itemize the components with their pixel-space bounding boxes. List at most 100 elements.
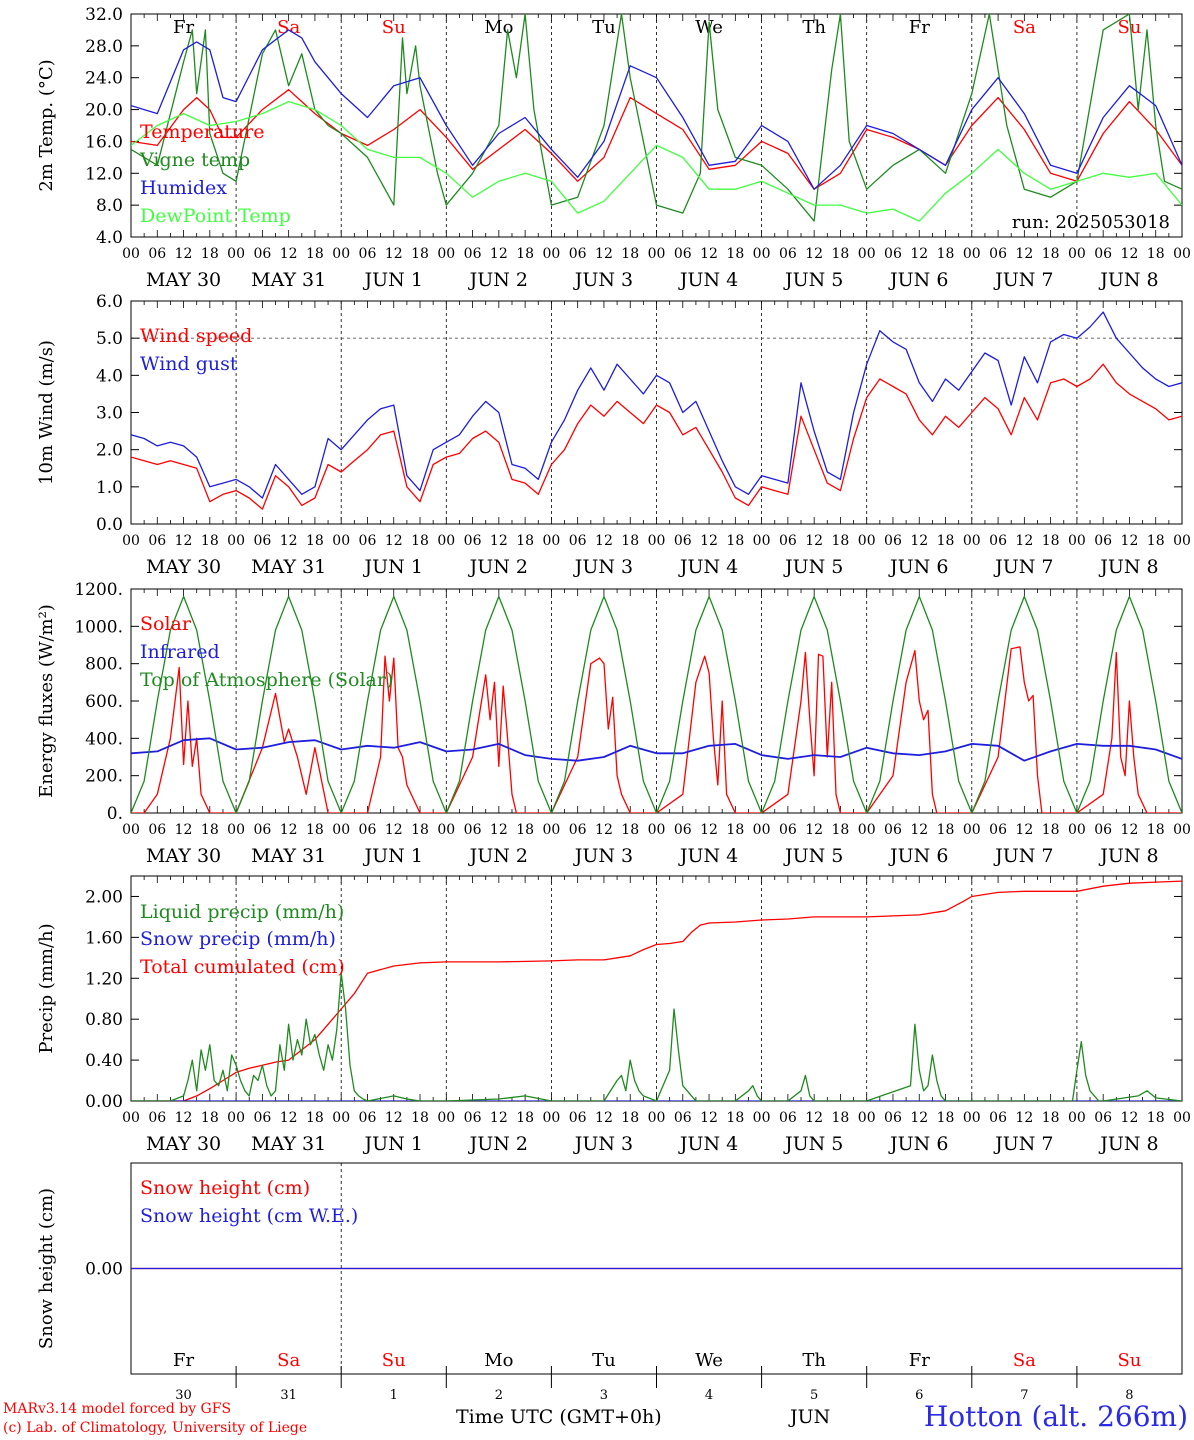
x-date-label: JUN 2: [468, 1133, 528, 1155]
x-hour-label: 18: [201, 246, 219, 262]
x-hour-label: 12: [280, 1110, 298, 1126]
x-hour-label: 06: [569, 246, 587, 262]
y-tick-label: 0.0: [96, 515, 123, 535]
x-hour-label: 18: [1042, 533, 1060, 549]
x-hour-label: 00: [648, 822, 666, 838]
y-tick-label: 0.: [107, 804, 123, 824]
x-hour-label: 06: [253, 1110, 271, 1126]
y-tick-label: 6.0: [96, 292, 123, 312]
x-hour-label: 12: [490, 533, 508, 549]
x-hour-label: 00: [1068, 533, 1086, 549]
x-hour-label: 06: [253, 822, 271, 838]
bottom-day-number: 3: [600, 1388, 608, 1403]
y-tick-label: 4.0: [96, 228, 123, 248]
series-group: [131, 595, 1182, 813]
y-tick-label: 0.00: [85, 1260, 123, 1280]
x-hour-label: 00: [753, 533, 771, 549]
x-date-label: JUN 5: [783, 845, 843, 867]
x-hour-label: 18: [1147, 1110, 1165, 1126]
y-tick-label: 400.: [85, 729, 123, 749]
y-tick-label: 3.0: [96, 404, 123, 424]
bottom-weekday-label: Su: [1117, 1350, 1141, 1371]
x-date-label: JUN 7: [993, 845, 1053, 867]
x-date-label: JUN 5: [783, 269, 843, 291]
x-hour-label: 06: [1094, 246, 1112, 262]
weekday-label: Su: [1117, 17, 1141, 38]
x-hour-label: 06: [674, 533, 692, 549]
x-hour-label: 12: [595, 533, 613, 549]
x-hour-label: 12: [910, 246, 928, 262]
legend-entry: Vigne temp: [139, 149, 250, 171]
x-hour-label: 06: [569, 1110, 587, 1126]
x-hour-label: 18: [621, 533, 639, 549]
x-hour-label: 18: [1042, 246, 1060, 262]
x-hour-label: 18: [411, 533, 429, 549]
x-date-label: JUN 3: [573, 845, 633, 867]
y-tick-label: 0.40: [85, 1051, 123, 1071]
x-hour-label: 18: [621, 822, 639, 838]
x-hour-label: 06: [1094, 533, 1112, 549]
panel-frame: [130, 300, 1183, 525]
x-date-label: JUN 2: [468, 269, 528, 291]
x-hour-label: 00: [227, 822, 245, 838]
bottom-day-number: 8: [1125, 1388, 1133, 1403]
x-hour-label: 12: [910, 822, 928, 838]
x-hour-label: 00: [1068, 246, 1086, 262]
x-hour-label: 18: [306, 533, 324, 549]
x-hour-label: 06: [148, 533, 166, 549]
y-tick-label: 1000.: [74, 617, 123, 637]
series-line-infrared: [131, 737, 1182, 762]
x-hour-label: 12: [805, 533, 823, 549]
legend-entry: Snow height (cm W.E.): [140, 1205, 358, 1227]
panel-frame: [130, 588, 1183, 814]
x-hour-label: 00: [753, 246, 771, 262]
credit-lab-line: (c) Lab. of Climatology, University of L…: [3, 1420, 308, 1436]
x-date-label: MAY 31: [251, 1133, 326, 1155]
x-date-label: JUN 8: [1098, 845, 1158, 867]
x-hour-label: 12: [910, 533, 928, 549]
x-hour-label: 06: [674, 1110, 692, 1126]
x-date-label: JUN 6: [888, 556, 948, 578]
series-line-wind-gust: [131, 311, 1182, 499]
x-hour-label: 00: [753, 1110, 771, 1126]
x-hour-label: 12: [175, 533, 193, 549]
x-date-label: JUN 6: [888, 269, 948, 291]
bottom-day-number: 5: [810, 1388, 818, 1403]
y-tick-label: 20.0: [85, 101, 123, 121]
legend-entry: Top of Atmosphere (Solar): [140, 669, 393, 691]
x-hour-label: 06: [884, 246, 902, 262]
x-date-label: MAY 30: [146, 1133, 221, 1155]
weekday-label: Sa: [277, 17, 300, 38]
panel-snow: 0.00 Snow height (cm) Snow height (cm) Snow…: [36, 1162, 1183, 1403]
x-hour-label: 18: [201, 822, 219, 838]
month-label: JUN: [790, 1406, 831, 1428]
x-hour-label: 12: [490, 246, 508, 262]
x-hour-label: 00: [122, 246, 140, 262]
x-hour-label: 12: [805, 246, 823, 262]
series-line-solar: [131, 646, 1182, 813]
x-hour-label: 06: [1094, 822, 1112, 838]
x-hour-label: 00: [332, 246, 350, 262]
x-hour-label: 00: [963, 1110, 981, 1126]
bottom-day-number: 2: [495, 1388, 503, 1403]
x-hour-label: 00: [1173, 1110, 1191, 1126]
x-hour-label: 12: [595, 1110, 613, 1126]
x-hour-label: 00: [858, 246, 876, 262]
x-hour-label: 18: [832, 1110, 850, 1126]
x-hour-label: 18: [1147, 246, 1165, 262]
x-date-label: JUN 8: [1098, 1133, 1158, 1155]
x-hour-label: 12: [280, 533, 298, 549]
x-hour-label: 00: [437, 822, 455, 838]
x-hour-label: 06: [464, 533, 482, 549]
x-hour-label: 12: [700, 246, 718, 262]
weekday-label: Sa: [1013, 17, 1036, 38]
x-hour-label: 18: [1147, 822, 1165, 838]
x-hour-label: 00: [753, 822, 771, 838]
legend-entry: Snow precip (mm/h): [140, 928, 336, 950]
legend-entry: Wind speed: [140, 325, 252, 347]
x-hour-label: 12: [1121, 246, 1139, 262]
x-hour-label: 06: [989, 533, 1007, 549]
x-hour-label: 18: [832, 246, 850, 262]
x-hour-label: 00: [332, 533, 350, 549]
